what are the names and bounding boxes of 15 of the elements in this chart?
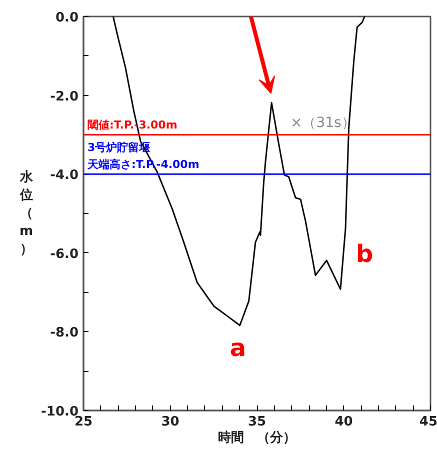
- annotation: b: [356, 240, 374, 268]
- x-tick-label: 45: [419, 414, 437, 430]
- y-tick-label: -6.0: [50, 246, 79, 262]
- x-tick-label: 30: [161, 414, 180, 430]
- y-tick-label: -4.0: [50, 168, 79, 184]
- x-tick-label: 25: [74, 414, 93, 430]
- y-tick-label: -2.0: [50, 89, 79, 104]
- x-axis-title: 時間 （分）: [218, 430, 296, 446]
- annotation: ×（31s）: [290, 115, 356, 132]
- y-axis-title: 水位（m）: [19, 170, 34, 257]
- x-tick-label: 40: [334, 414, 353, 430]
- y-tick-label: -8.0: [50, 326, 79, 341]
- annotation: a: [230, 334, 246, 362]
- x-tick-label: 35: [248, 414, 266, 430]
- y-tick-label: 0.0: [55, 10, 78, 26]
